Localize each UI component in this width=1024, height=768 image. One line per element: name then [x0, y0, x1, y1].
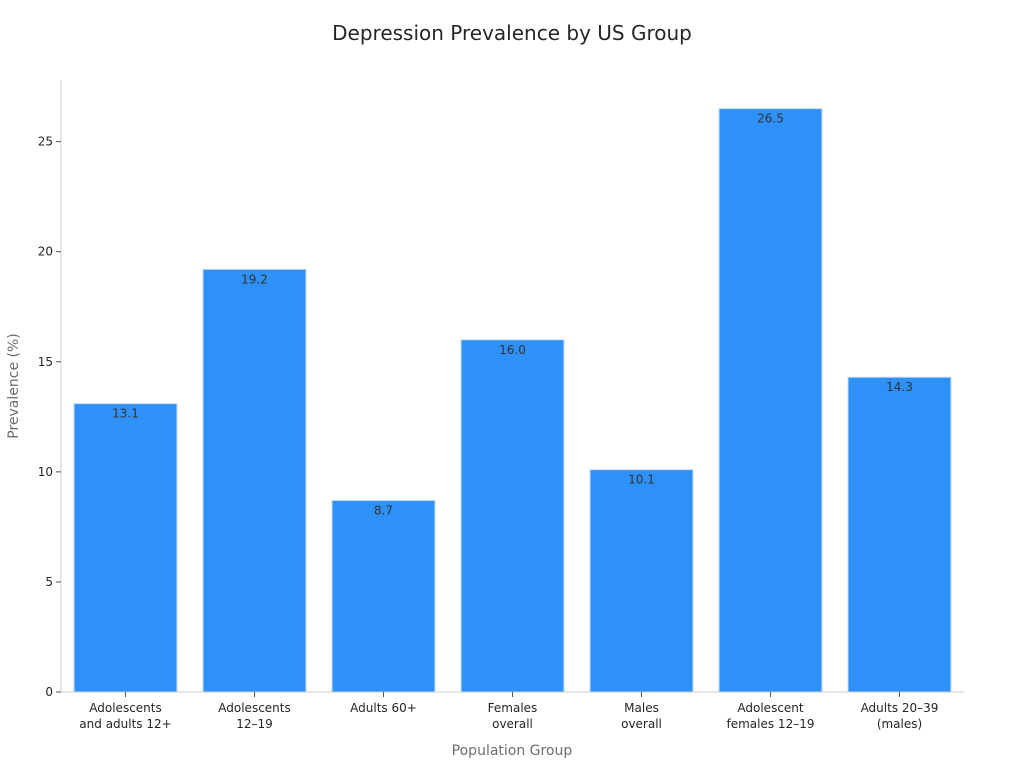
y-tick-label: 25	[38, 135, 53, 149]
y-tick-label: 0	[45, 685, 53, 699]
x-tick-label-line: and adults 12+	[79, 717, 171, 731]
bar	[202, 268, 307, 693]
bar-value-label: 10.1	[628, 473, 655, 487]
bar	[331, 499, 436, 693]
value-labels-group: 13.1 19.2 8.7 16.0 10.1 26.5 14.3	[112, 112, 913, 518]
x-tick-label-line: Adults 20–39	[861, 701, 939, 715]
x-tick-label-line: overall	[492, 717, 533, 731]
y-tick-label: 5	[45, 575, 53, 589]
bar-value-label: 14.3	[886, 380, 913, 394]
y-axis-label: Prevalence (%)	[6, 333, 22, 439]
x-tick-label-line: Adults 60+	[350, 701, 417, 715]
x-tick-label: Adults 20–39 (males)	[861, 701, 939, 731]
x-tick-label-line: Adolescents	[89, 701, 161, 715]
bar	[460, 339, 565, 693]
bar-value-label: 13.1	[112, 407, 139, 421]
y-tick-label: 20	[38, 245, 53, 259]
x-axis-label: Population Group	[452, 743, 573, 759]
x-tick-label-line: females 12–19	[727, 717, 815, 731]
x-tick-label: Females overall	[488, 701, 538, 731]
chart-title: Depression Prevalence by US Group	[332, 21, 692, 45]
x-tick-label: Adolescents and adults 12+	[79, 701, 171, 731]
bar	[589, 469, 694, 693]
bars-group	[73, 108, 952, 693]
x-tick-label-line: Males	[624, 701, 659, 715]
x-tick-label: Males overall	[621, 701, 662, 731]
y-ticks-group: 0 5 10 15 20 25	[38, 135, 61, 699]
x-tick-label-line: Females	[488, 701, 538, 715]
x-tick-label: Adolescent females 12–19	[727, 701, 815, 731]
bar	[73, 403, 178, 693]
x-ticks-group: Adolescents and adults 12+ Adolescents 12–1…	[79, 692, 938, 731]
x-tick-label-line: Adolescent	[737, 701, 804, 715]
x-tick-label-line: (males)	[877, 717, 922, 731]
bar-value-label: 26.5	[757, 112, 784, 126]
x-tick-label: Adolescents 12–19	[218, 701, 290, 731]
x-tick-label: Adults 60+	[350, 701, 417, 715]
bar-value-label: 19.2	[241, 272, 268, 286]
bar-value-label: 8.7	[374, 503, 393, 517]
y-tick-label: 10	[38, 465, 53, 479]
bar-value-label: 16.0	[499, 343, 526, 357]
x-tick-label-line: 12–19	[236, 717, 273, 731]
bar	[718, 108, 823, 693]
x-tick-label-line: overall	[621, 717, 662, 731]
y-tick-label: 15	[38, 355, 53, 369]
bar	[847, 376, 952, 693]
x-tick-label-line: Adolescents	[218, 701, 290, 715]
